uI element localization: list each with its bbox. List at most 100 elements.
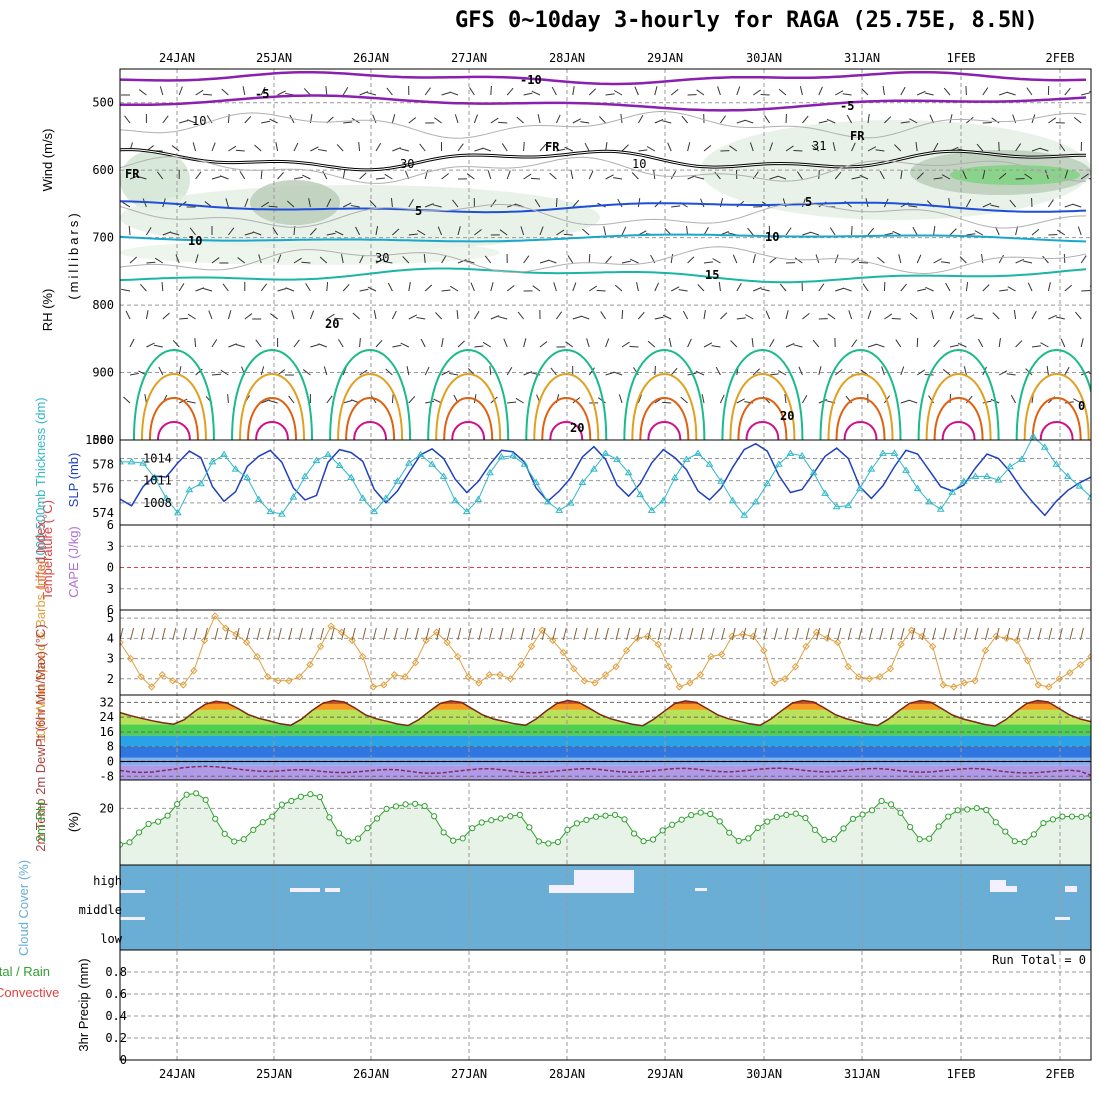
thickness-ylabel: 1000-500mb Thickness (dm)	[33, 397, 48, 562]
wind-speed-point	[886, 664, 895, 673]
contour-label: 20	[570, 421, 584, 435]
wind-barb	[670, 286, 680, 292]
wind-barb	[749, 142, 754, 152]
surface-wind-barb	[151, 627, 156, 641]
wind-barb	[244, 115, 252, 124]
contour-loop	[541, 397, 592, 441]
rh-point	[1059, 813, 1066, 820]
wind-barb	[654, 316, 664, 320]
temp-line	[120, 699, 1091, 727]
temp-band	[120, 746, 1091, 758]
wind-barb	[769, 142, 774, 152]
wind-barb	[178, 86, 183, 96]
wind-barb	[375, 258, 385, 264]
wind-barb	[465, 260, 475, 264]
li-tick: 3	[107, 582, 114, 596]
wind-speed-point	[1087, 652, 1091, 661]
wind-barb	[933, 226, 936, 236]
wind-barb	[605, 371, 615, 376]
wind-barb	[796, 171, 803, 180]
surface-wind-barb	[995, 627, 1000, 641]
wind-barb	[420, 338, 426, 348]
wind-barb	[588, 170, 594, 180]
wind-barb	[752, 368, 761, 376]
surface-wind-barb	[362, 627, 367, 641]
temp-tick: 0	[107, 755, 114, 769]
wind-barb	[1081, 92, 1091, 96]
dewpoint-line	[120, 765, 1091, 777]
surface-wind-barb	[889, 627, 894, 641]
surface-wind-barb	[372, 627, 377, 641]
wind-barb	[827, 313, 836, 320]
date-label-top: 2FEB	[1046, 51, 1075, 65]
rh-point	[373, 815, 381, 822]
date-label-top: 1FEB	[947, 51, 976, 65]
wind-barb	[534, 199, 541, 208]
rh-area	[120, 793, 1091, 865]
rh-point	[992, 819, 999, 826]
surface-wind-barb	[436, 627, 441, 641]
wind-barb	[859, 174, 869, 180]
wind-barb	[293, 257, 302, 264]
surface-wind-barb	[330, 627, 335, 641]
wind-barb	[242, 86, 246, 96]
wind-barb	[358, 141, 361, 152]
wind-barb	[123, 396, 131, 404]
contour-loop	[329, 349, 412, 441]
rh-point	[764, 818, 771, 825]
cloud-patch	[695, 888, 707, 891]
rh-point	[792, 810, 799, 817]
wind-barb	[990, 204, 1000, 208]
wind-barb	[931, 310, 935, 320]
rh-point	[811, 826, 819, 833]
rh-point	[1011, 838, 1018, 845]
wind-barb	[1031, 345, 1041, 348]
wind-barb	[736, 119, 746, 124]
thickness-point	[520, 460, 529, 467]
temp-tick: 16	[100, 725, 114, 739]
wind-barb	[189, 227, 196, 236]
thickness-point	[948, 488, 957, 495]
thickness-point	[728, 496, 737, 504]
rh-point	[145, 820, 152, 828]
wind-barb	[255, 339, 262, 348]
wind-speed-point	[242, 638, 251, 647]
wind-barb	[474, 229, 482, 236]
surface-wind-barb	[182, 627, 187, 641]
wind-barb	[949, 228, 957, 236]
wind-barb	[621, 226, 627, 236]
wind-barb	[1024, 173, 1033, 180]
thickness-point	[312, 456, 321, 464]
wind-barb	[621, 309, 624, 320]
wind-barb	[760, 288, 770, 292]
surface-wind-barb	[984, 627, 989, 641]
wind-barb	[861, 88, 869, 96]
wind-barb	[334, 230, 344, 236]
wind-barb	[1012, 114, 1017, 124]
thickness-point	[1075, 482, 1084, 489]
surface-wind-barb	[573, 627, 578, 641]
date-label-bottom: 29JAN	[647, 1067, 683, 1081]
wind-barb	[966, 314, 975, 320]
wind-barb	[1031, 310, 1037, 320]
pressure-tick-label: 900	[92, 366, 114, 380]
wind-barb	[310, 344, 320, 348]
wind-barb	[982, 87, 989, 96]
wind-barb	[392, 228, 400, 236]
wind-barb	[717, 86, 721, 96]
wind-barb	[948, 198, 951, 208]
surface-wind-barb	[193, 627, 198, 641]
wind-barb	[293, 142, 299, 152]
thickness-point	[243, 473, 252, 481]
thickness-tick: 576	[92, 482, 114, 496]
wind-barb	[862, 283, 869, 292]
wind-barb	[551, 86, 557, 96]
wind-barb	[1015, 340, 1023, 348]
wind-barb	[900, 399, 910, 404]
rh-point	[174, 800, 181, 808]
wind-barb	[654, 119, 664, 124]
date-label-bottom: 28JAN	[549, 1067, 585, 1081]
wind-barb	[159, 86, 164, 96]
thickness-point	[983, 472, 991, 479]
date-label-top: 30JAN	[746, 51, 782, 65]
